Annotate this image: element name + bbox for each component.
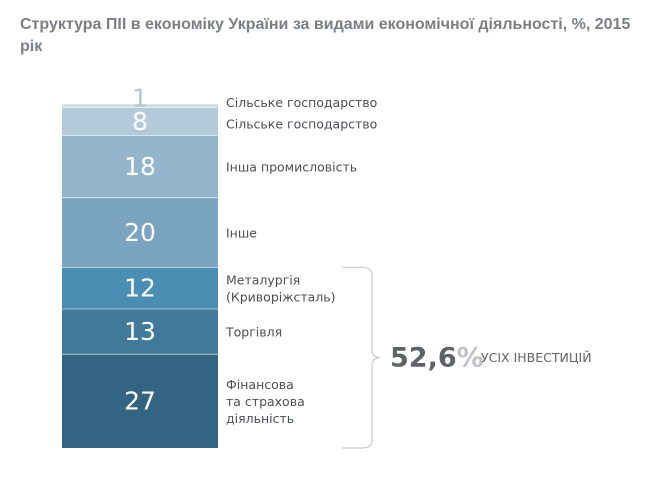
category-label-line: Інша промисловість	[226, 159, 357, 174]
bar-segment	[62, 107, 218, 136]
summary-percentage: 52,6%	[390, 342, 484, 373]
segment-value-label: 12	[124, 274, 156, 303]
category-label: Сільське господарство	[226, 116, 377, 131]
category-label-line: Інше	[226, 225, 257, 240]
segment-value-label: 27	[124, 387, 156, 416]
bar-segment	[62, 309, 218, 355]
category-label-line: Фінансова	[226, 377, 294, 392]
category-label-line: Сільське господарство	[226, 95, 377, 110]
segment-value-label: 18	[124, 152, 156, 181]
category-label-line: діяльність	[226, 411, 294, 426]
segment-value-label: 8	[132, 107, 148, 136]
category-label-line: Торгівля	[225, 324, 282, 339]
summary-caption: УСІХ ІНВЕСТИЦІЙ	[481, 350, 592, 365]
segment-value-label: 13	[124, 317, 156, 346]
category-label-line: Сільське господарство	[226, 116, 377, 131]
segment-value-label: 1	[132, 84, 148, 113]
category-label: Фінансова та страхова діяльність	[226, 377, 305, 426]
summary-value: 52,6	[390, 342, 457, 373]
bar-segment	[62, 104, 218, 108]
group-brace	[342, 266, 381, 449]
chart-title: Структура ПІІ в економіку України за вид…	[20, 16, 631, 55]
category-label: Інше	[226, 225, 257, 240]
bar-segment	[62, 135, 218, 198]
category-label-line: (Криворіжсталь)	[226, 289, 336, 304]
category-label-line: Металургія	[226, 272, 300, 287]
segment-value-label: 20	[124, 218, 156, 247]
bar-segment	[62, 354, 218, 448]
category-label: Інша промисловість	[226, 159, 357, 174]
category-label: Металургія (Криворіжсталь)	[226, 272, 336, 304]
bar-segment	[62, 267, 218, 310]
category-label-line: та страхова	[226, 394, 305, 409]
summary-unit: %	[457, 342, 484, 373]
category-label: Сільське господарство	[226, 95, 377, 110]
category-label: Торгівля	[225, 324, 282, 339]
bar-segment	[62, 197, 218, 268]
